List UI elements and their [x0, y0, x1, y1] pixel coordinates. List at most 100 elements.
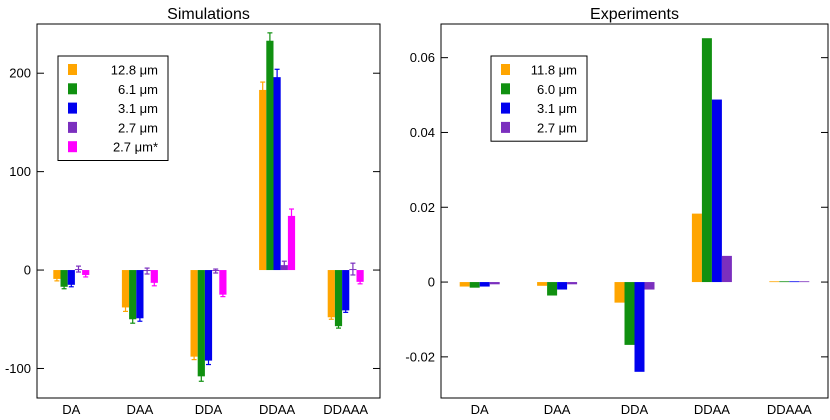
y-tick-label: 100	[9, 164, 31, 179]
bar	[327, 270, 335, 318]
x-tick-label: DDAAA	[323, 402, 368, 415]
bar	[129, 270, 137, 320]
bar	[197, 270, 205, 377]
bar	[356, 270, 364, 282]
bar	[789, 281, 800, 283]
y-tick-label: 0	[24, 263, 31, 278]
error-bar	[68, 282, 74, 288]
bar	[273, 77, 281, 271]
error-bar	[328, 314, 334, 320]
experiments-panel: Experiments -0.02 0 0.02 0.04 0.06 DA DAA DDA DDA…	[405, 6, 829, 417]
legend-swatch	[501, 102, 510, 114]
bar	[489, 282, 500, 285]
y-tick-label: -100	[5, 361, 31, 376]
bar	[67, 270, 75, 285]
error-bar	[191, 353, 197, 361]
legend-swatch	[68, 83, 77, 95]
bar	[150, 270, 158, 283]
error-bar	[281, 260, 287, 270]
error-bar	[137, 314, 143, 322]
legend-swatch	[68, 102, 77, 114]
bar	[136, 270, 144, 319]
x-tick-label: DDA	[195, 402, 223, 415]
bar	[614, 282, 625, 303]
bar	[779, 281, 790, 283]
y-tick-label: 0.02	[410, 200, 435, 215]
x-tick-label: DDA	[621, 402, 649, 415]
bar	[204, 270, 213, 361]
bar	[634, 282, 645, 372]
x-tick-label: DDAA	[694, 402, 730, 415]
y-tick-label: -0.02	[405, 349, 435, 364]
bar	[769, 281, 780, 283]
x-tick-label: DAA	[544, 402, 571, 415]
bar	[219, 270, 227, 295]
error-bar	[83, 272, 89, 278]
error-bar	[76, 265, 81, 273]
x-tick-label: DAA	[127, 402, 154, 415]
error-bar	[260, 81, 266, 99]
y-tick-label: 0.06	[410, 50, 435, 65]
x-tick-label: DDAA	[259, 402, 295, 415]
bar	[53, 270, 61, 279]
error-bar	[130, 314, 136, 324]
legend-swatch	[501, 64, 510, 75]
error-bar	[123, 302, 128, 312]
bar	[60, 270, 68, 287]
error-bar	[54, 276, 60, 282]
error-bar	[151, 279, 157, 287]
bar	[469, 282, 480, 288]
error-bar	[206, 356, 211, 366]
axes-frame	[440, 23, 829, 399]
error-bar	[336, 323, 341, 329]
legend-label: 6.0 μm	[537, 82, 577, 97]
axes-frame	[36, 23, 381, 399]
bar	[644, 282, 655, 290]
bar	[287, 215, 296, 271]
legend-label: 6.1 μm	[118, 82, 158, 97]
legend: 12.8 μm 6.1 μm 3.1 μm 2.7 μm 2.7 μm*	[57, 55, 169, 161]
bar	[624, 282, 635, 345]
error-bar	[350, 262, 356, 276]
bar	[190, 270, 198, 357]
bar	[459, 282, 470, 287]
bar	[259, 89, 267, 271]
legend-label: 2.7 μm*	[113, 140, 158, 155]
chart-title: Experiments	[590, 6, 679, 23]
error-bar	[357, 279, 363, 285]
legend-swatch	[501, 83, 510, 95]
chart-title: Simulations	[167, 6, 250, 23]
error-bar	[274, 68, 280, 86]
error-bar	[213, 268, 219, 274]
error-bar	[289, 208, 294, 224]
bar	[711, 99, 722, 283]
legend-swatch	[68, 141, 77, 153]
bar	[334, 270, 343, 327]
x-tick-label: DA	[471, 402, 489, 415]
bar	[721, 255, 732, 283]
legend: 11.8 μm 6.0 μm 3.1 μm 2.7 μm	[490, 55, 588, 142]
y-tick-label: 0.04	[410, 125, 435, 140]
legend-label: 2.7 μm	[537, 120, 577, 135]
legend-label: 3.1 μm	[118, 101, 158, 116]
bar	[557, 282, 568, 290]
bar	[537, 282, 548, 286]
legend-label: 3.1 μm	[537, 101, 577, 116]
x-tick-label: DA	[62, 402, 80, 415]
legend-label: 12.8 μm	[111, 63, 158, 78]
x-tick-label: DDAAA	[767, 402, 812, 415]
error-bar	[343, 307, 349, 313]
legend-label: 2.7 μm	[118, 120, 158, 135]
simulations-panel: Simulations -100 0 100 200 DA DAA DDA DDAA DDAAA 1…	[5, 6, 381, 417]
bar	[567, 282, 578, 285]
bar	[691, 213, 702, 283]
y-tick-label: 0	[428, 275, 435, 290]
legend-swatch	[501, 121, 510, 133]
bar	[799, 281, 810, 283]
error-bar	[198, 370, 204, 382]
legend-label: 11.8 μm	[531, 63, 577, 78]
bar	[342, 270, 350, 311]
bar	[479, 282, 490, 287]
